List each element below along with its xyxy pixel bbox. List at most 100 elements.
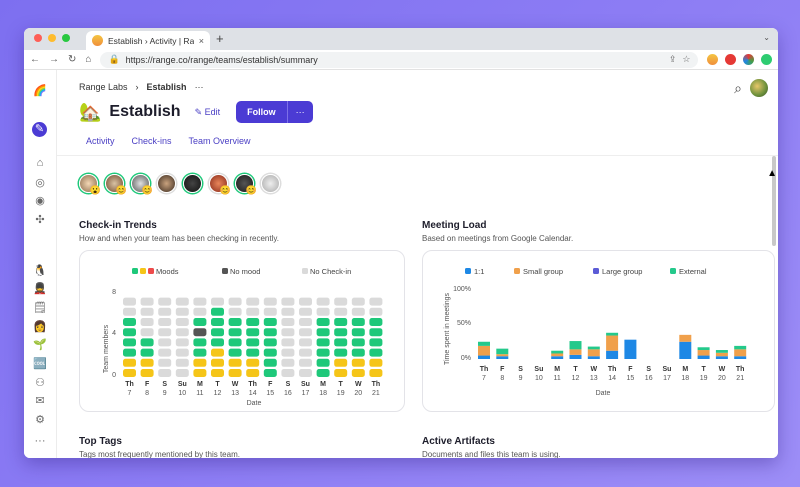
checkin-cell[interactable] <box>369 318 383 326</box>
checkin-cell[interactable] <box>158 348 172 357</box>
checkin-cell[interactable] <box>123 328 136 337</box>
checkin-cell[interactable] <box>299 369 312 377</box>
checkin-cell[interactable] <box>334 358 348 367</box>
meeting-bar-segment[interactable] <box>734 356 747 359</box>
checkin-cell[interactable] <box>246 328 260 337</box>
checkin-cell[interactable] <box>334 348 348 357</box>
cool-icon[interactable]: 🆒 <box>33 358 47 370</box>
meeting-bar-segment[interactable] <box>569 354 582 359</box>
checkin-cell[interactable] <box>228 318 242 326</box>
checkin-cell[interactable] <box>369 297 383 306</box>
meeting-bar-segment[interactable] <box>496 356 509 359</box>
checkin-cell[interactable] <box>334 297 348 306</box>
checkin-cell[interactable] <box>193 318 207 326</box>
checkin-cell[interactable] <box>351 358 365 367</box>
checkin-cell[interactable] <box>263 307 277 316</box>
checkin-cell[interactable] <box>140 297 154 306</box>
checkin-cell[interactable] <box>334 328 348 337</box>
checkin-cell[interactable] <box>369 348 383 357</box>
checkin-cell[interactable] <box>140 328 154 337</box>
guard-icon[interactable]: 💂 <box>33 283 47 295</box>
checkin-cell[interactable] <box>158 328 172 337</box>
meeting-bar-segment[interactable] <box>697 350 710 356</box>
checkin-cell[interactable] <box>334 369 348 377</box>
edit-button[interactable]: ✎ Edit <box>194 106 221 117</box>
back-arrow-icon[interactable]: ← <box>30 54 40 65</box>
meeting-bar-segment[interactable] <box>478 355 490 359</box>
team-member-avatar[interactable]: 😊 <box>209 174 231 195</box>
checkin-cell[interactable] <box>299 307 312 316</box>
checkin-cell[interactable] <box>158 297 172 306</box>
checkin-cell[interactable] <box>281 348 295 357</box>
checkin-cell[interactable] <box>123 369 136 377</box>
meeting-bar-segment[interactable] <box>679 341 692 359</box>
meeting-bar-segment[interactable] <box>551 350 564 354</box>
checkin-cell[interactable] <box>246 318 260 326</box>
bookmark-star-icon[interactable]: ☆ <box>682 54 691 64</box>
checkin-cell[interactable] <box>193 348 207 357</box>
meeting-bar-segment[interactable] <box>697 355 710 359</box>
checkin-cell[interactable] <box>281 297 295 306</box>
checkin-cell[interactable] <box>211 369 224 377</box>
checkin-cell[interactable] <box>299 318 312 326</box>
checkin-cell[interactable] <box>158 307 172 316</box>
target-icon[interactable]: ◉ <box>35 195 45 207</box>
checkin-cell[interactable] <box>211 307 224 316</box>
checkin-cell[interactable] <box>351 297 365 306</box>
checkin-cell[interactable] <box>175 318 189 326</box>
forward-arrow-icon[interactable]: → <box>49 54 59 65</box>
checkin-cell[interactable] <box>246 338 260 347</box>
tab-menu-chevron-icon[interactable]: ⌄ <box>763 33 770 42</box>
checkin-cell[interactable] <box>123 297 136 306</box>
meeting-bar-segment[interactable] <box>624 339 637 359</box>
range-extension-icon[interactable] <box>707 54 719 65</box>
checkin-cell[interactable] <box>211 348 224 357</box>
checkin-cell[interactable] <box>281 358 295 367</box>
checkin-cell[interactable] <box>193 369 207 377</box>
notepad-icon[interactable]: 🗒 <box>33 302 47 314</box>
checkin-cell[interactable] <box>175 338 189 347</box>
checkin-cell[interactable] <box>263 369 277 377</box>
checkin-cell[interactable] <box>246 369 260 377</box>
checkin-cell[interactable] <box>351 328 365 337</box>
meeting-bar-segment[interactable] <box>496 354 509 357</box>
checkin-cell[interactable] <box>246 358 260 367</box>
meeting-bar-segment[interactable] <box>697 347 710 351</box>
checkin-cell[interactable] <box>123 318 136 326</box>
checkin-cell[interactable] <box>369 338 383 347</box>
checkin-cell[interactable] <box>316 358 330 367</box>
breadcrumb-org[interactable]: Range Labs <box>79 82 128 92</box>
meeting-bar-segment[interactable] <box>715 352 728 357</box>
checkin-cell[interactable] <box>263 328 277 337</box>
checkin-cell[interactable] <box>246 348 260 357</box>
checkin-cell[interactable] <box>299 328 312 337</box>
checkin-cell[interactable] <box>175 358 189 367</box>
green-extension-icon[interactable] <box>761 54 773 65</box>
checkin-cell[interactable] <box>193 307 207 316</box>
checkin-cell[interactable] <box>316 297 330 306</box>
checkin-cell[interactable] <box>299 338 312 347</box>
meeting-bar-segment[interactable] <box>587 349 600 357</box>
meeting-bar-segment[interactable] <box>551 353 564 357</box>
team-member-avatar[interactable]: 😊 <box>131 174 153 195</box>
network-icon[interactable]: ✣ <box>35 214 45 226</box>
maximize-window-button[interactable] <box>62 34 70 42</box>
checkin-cell[interactable] <box>193 338 207 347</box>
checkin-cell[interactable] <box>211 318 224 326</box>
url-text[interactable]: https://range.co/range/teams/establish/s… <box>125 54 318 65</box>
checkin-cell[interactable] <box>211 358 224 367</box>
meeting-bar-segment[interactable] <box>478 341 490 346</box>
breadcrumb-team[interactable]: Establish <box>146 82 187 92</box>
address-bar[interactable]: 🔒 https://range.co/range/teams/establish… <box>100 51 699 68</box>
checkin-cell[interactable] <box>369 369 383 377</box>
checkin-cell[interactable] <box>175 307 189 316</box>
checkin-cell[interactable] <box>299 297 312 306</box>
new-tab-button[interactable]: + <box>216 31 224 46</box>
team-member-avatar[interactable] <box>183 174 202 193</box>
checkin-cell[interactable] <box>193 297 207 306</box>
checkin-cell[interactable] <box>369 358 383 367</box>
add-person-icon[interactable]: ⚇ <box>35 377 45 389</box>
team-member-avatar[interactable] <box>157 174 176 193</box>
checkin-cell[interactable] <box>246 307 260 316</box>
follow-menu-button[interactable]: ··· <box>286 101 313 123</box>
